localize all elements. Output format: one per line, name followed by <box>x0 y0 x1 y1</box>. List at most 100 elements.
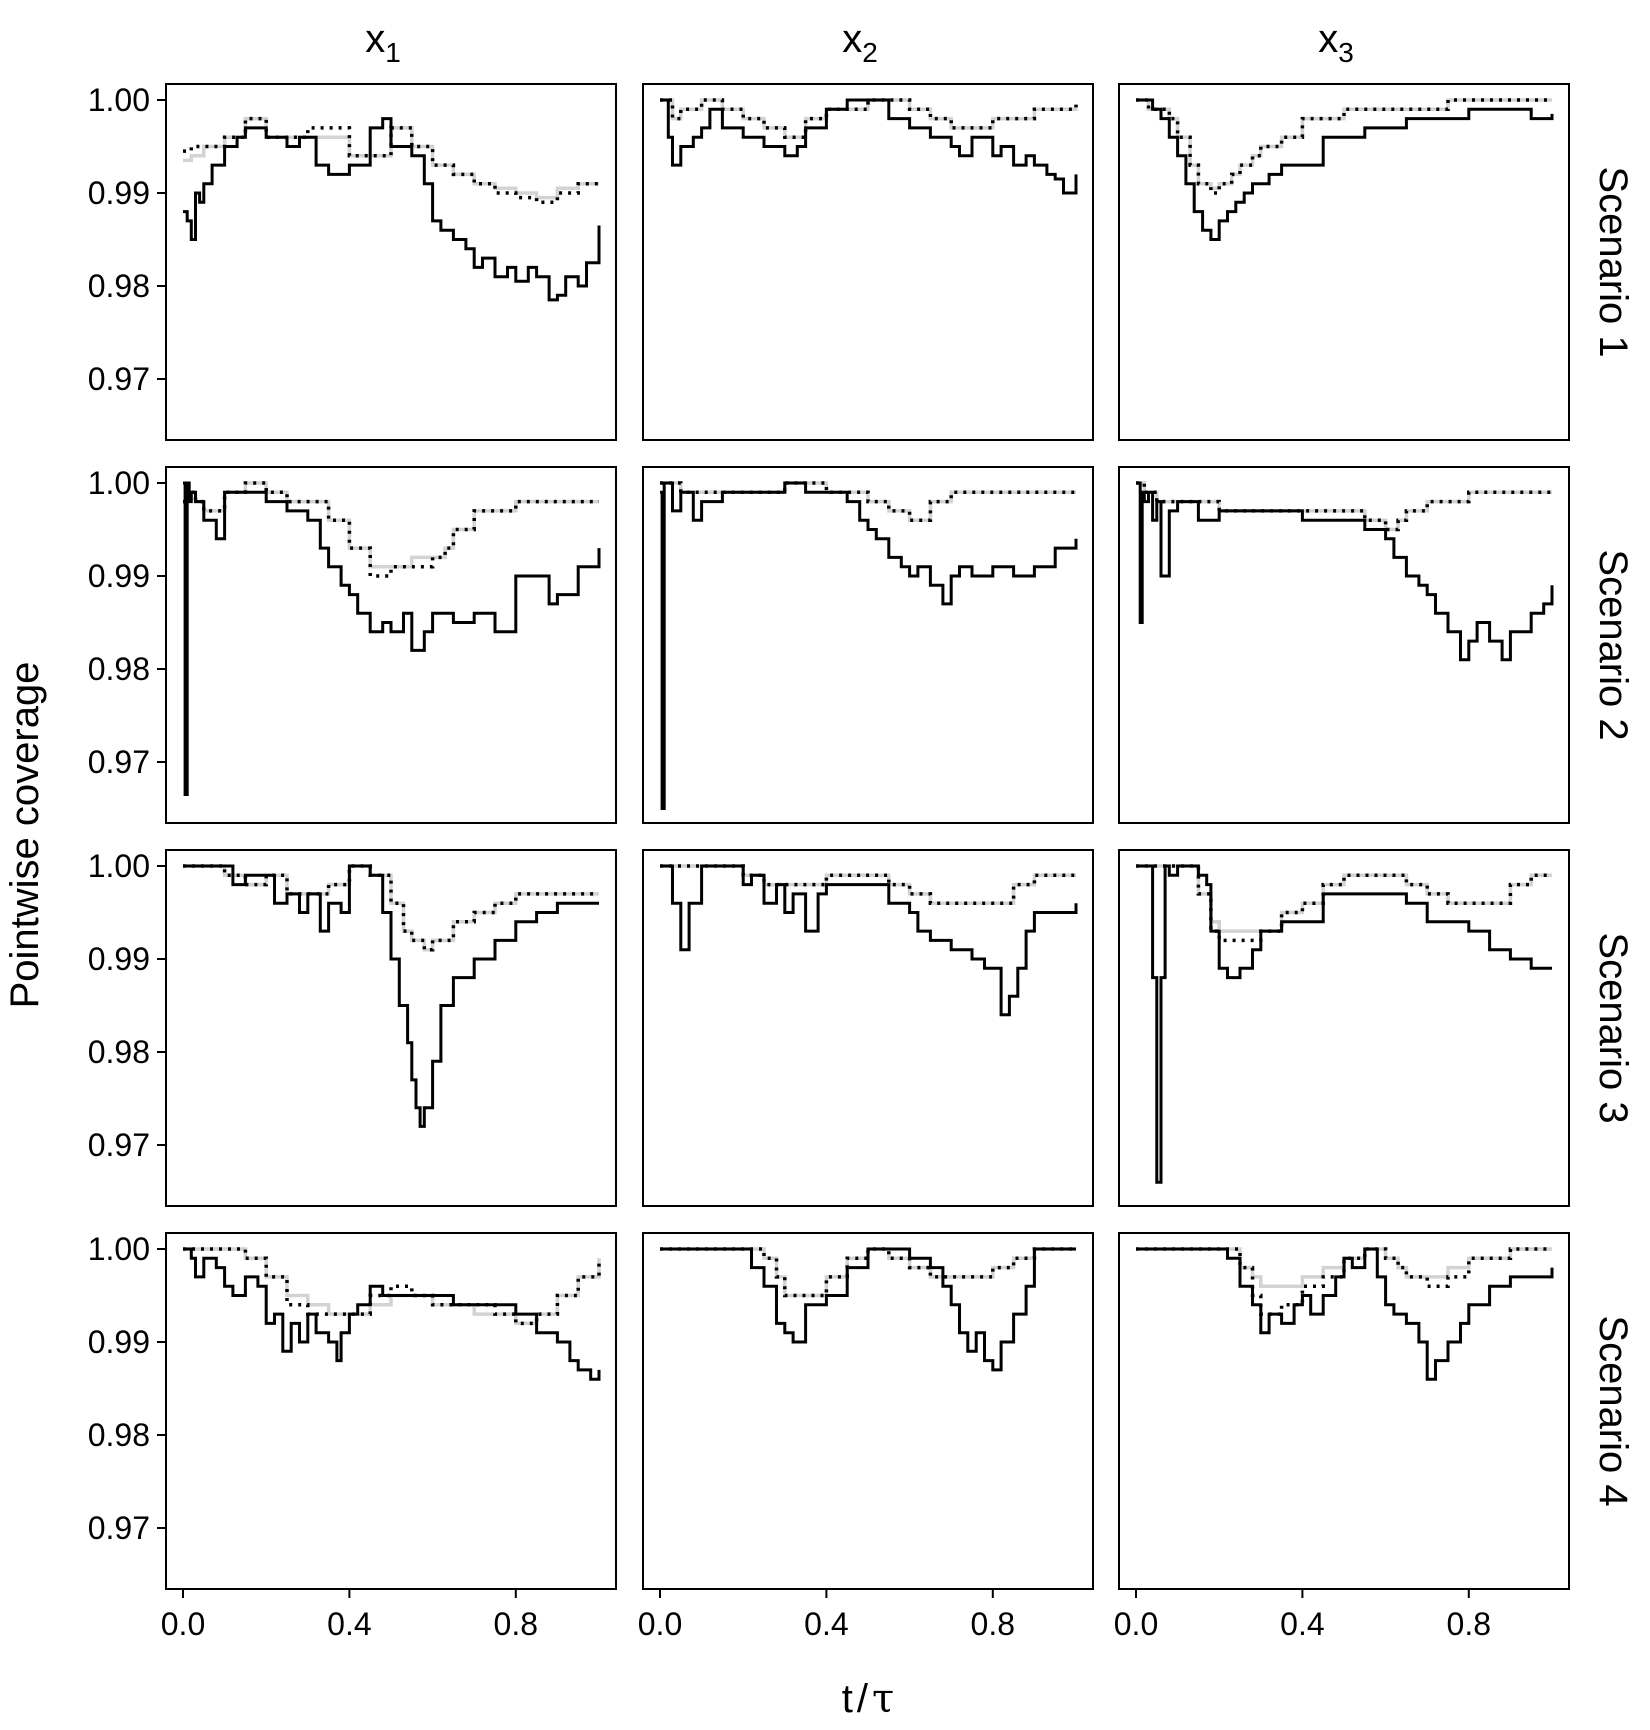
y-tick-label: 0.99 <box>88 175 150 211</box>
panel-frame <box>165 1232 617 1590</box>
panel-background <box>1119 467 1569 823</box>
panel-frame <box>642 849 1094 1207</box>
panel-r1-c2 <box>642 83 1094 441</box>
panel-series-group <box>660 1247 1076 1372</box>
panel-frame <box>642 466 1094 824</box>
panel-background <box>166 467 616 823</box>
panel-background <box>643 1233 1093 1589</box>
x-tick-label: 0.8 <box>494 1606 538 1642</box>
panel-frame <box>165 83 617 441</box>
column-title-1: x1 <box>365 17 401 68</box>
series-line-3 <box>1136 1247 1554 1381</box>
y-tick-label: 1.00 <box>88 465 150 501</box>
x-tick-label: 0.4 <box>804 1606 848 1642</box>
x-tick-label: 0.8 <box>1447 1606 1491 1642</box>
column-title-base: x <box>842 17 862 61</box>
x-tick-label: 0.4 <box>327 1606 371 1642</box>
panel-frame <box>1118 466 1570 824</box>
panel-background <box>643 84 1093 440</box>
panel-r4-c2 <box>642 1232 1094 1590</box>
panel-series-group <box>183 1247 601 1381</box>
x-axis-title-slash: / <box>857 1677 869 1721</box>
panel-frame <box>1118 849 1570 1207</box>
panel-frame <box>165 466 617 824</box>
panel-frame <box>1118 1232 1570 1590</box>
panel-background <box>1119 850 1569 1206</box>
panel-series-group <box>1136 98 1554 241</box>
x-tick-label: 0.0 <box>1114 1606 1158 1642</box>
panel-r2-c1 <box>165 466 617 824</box>
panel-r3-c2 <box>642 849 1094 1207</box>
series-line-3 <box>660 1247 1076 1372</box>
y-tick-label: 1.00 <box>88 848 150 884</box>
y-tick-label: 1.00 <box>88 82 150 118</box>
column-title-2: x2 <box>842 17 878 68</box>
x-tick-label: 0.0 <box>638 1606 682 1642</box>
panel-r3-c3 <box>1118 849 1570 1207</box>
panel-series-group <box>660 481 1078 810</box>
x-axis-title-t: t <box>842 1677 853 1721</box>
panel-frame <box>642 1232 1094 1590</box>
x-tick-label: 0.4 <box>1280 1606 1324 1642</box>
series-line-3 <box>660 481 1078 810</box>
series-line-2 <box>183 864 599 952</box>
series-line-3 <box>1136 98 1554 241</box>
series-line-2 <box>1136 98 1552 195</box>
y-tick-label: 0.98 <box>88 651 150 687</box>
column-title-subscript: 3 <box>1338 37 1354 68</box>
series-line-3 <box>183 864 599 1128</box>
panel-r4-c1 <box>165 1232 617 1590</box>
panel-background <box>1119 1233 1569 1589</box>
panel-background <box>166 850 616 1206</box>
column-title-3: x3 <box>1318 17 1354 68</box>
row-title-3: Scenario 3 <box>1591 932 1635 1123</box>
panel-series-group <box>1136 481 1554 662</box>
panel-frame <box>1118 83 1570 441</box>
column-title-subscript: 2 <box>862 37 878 68</box>
row-title-4: Scenario 4 <box>1591 1315 1635 1506</box>
series-line-2 <box>1136 481 1552 532</box>
x-axis-title: t / τ <box>842 1676 894 1722</box>
series-line-3 <box>183 481 601 796</box>
panel-r2-c3 <box>1118 466 1570 824</box>
y-tick-label: 0.99 <box>88 941 150 977</box>
y-tick-label: 0.97 <box>88 744 150 780</box>
y-tick-label: 0.99 <box>88 1324 150 1360</box>
panel-background <box>643 850 1093 1206</box>
panel-series-group <box>660 98 1078 195</box>
series-line-2 <box>660 481 1076 522</box>
panel-r4-c3 <box>1118 1232 1570 1590</box>
y-tick-label: 0.97 <box>88 1127 150 1163</box>
y-tick-label: 0.97 <box>88 361 150 397</box>
series-line-2 <box>183 116 599 205</box>
panel-r1-c1 <box>165 83 617 441</box>
series-line-3 <box>183 117 601 302</box>
column-title-base: x <box>365 17 385 61</box>
series-line-3 <box>660 98 1078 195</box>
y-tick-label: 0.98 <box>88 1034 150 1070</box>
panel-frame <box>165 849 617 1207</box>
series-line-3 <box>1136 481 1554 662</box>
column-title-subscript: 1 <box>385 37 401 68</box>
y-tick-label: 0.98 <box>88 1417 150 1453</box>
panel-r1-c3 <box>1118 83 1570 441</box>
x-tick-label: 0.0 <box>161 1606 205 1642</box>
panel-series-group <box>1136 1247 1554 1381</box>
panel-series-group <box>183 116 601 302</box>
panel-series-group <box>183 864 599 1128</box>
x-tick-label: 0.8 <box>971 1606 1015 1642</box>
panel-series-group <box>660 864 1078 1017</box>
y-tick-label: 0.97 <box>88 1510 150 1546</box>
y-tick-label: 1.00 <box>88 1231 150 1267</box>
y-tick-label: 0.98 <box>88 268 150 304</box>
y-axis-title: Pointwise coverage <box>3 662 47 1009</box>
series-line-3 <box>1136 864 1552 1184</box>
column-title-base: x <box>1318 17 1338 61</box>
row-title-2: Scenario 2 <box>1591 549 1635 740</box>
series-line-2 <box>660 1247 1076 1298</box>
panel-r2-c2 <box>642 466 1094 824</box>
panel-r3-c1 <box>165 849 617 1207</box>
panel-frame <box>642 83 1094 441</box>
